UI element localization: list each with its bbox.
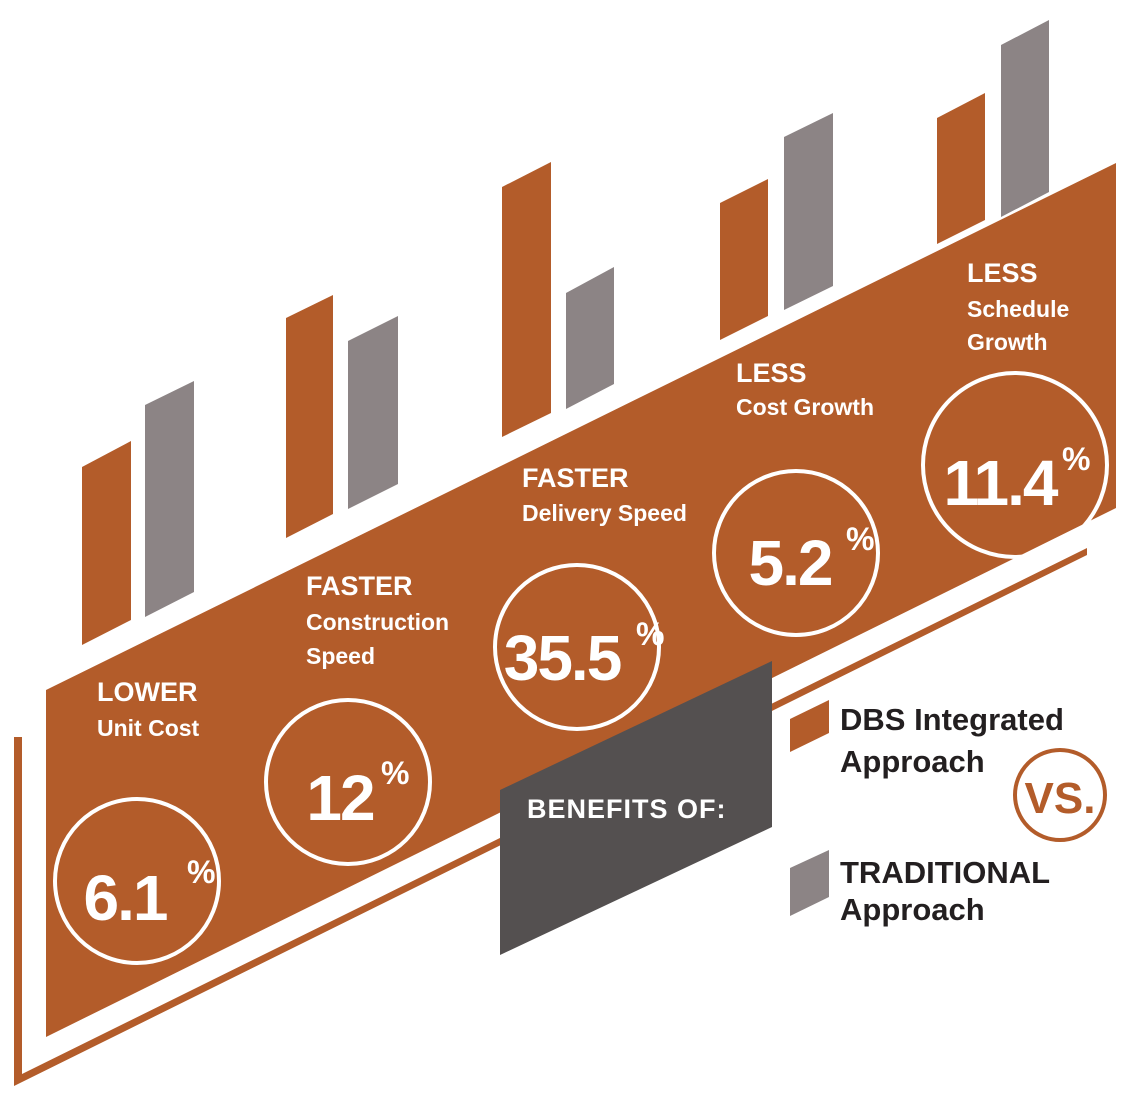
traditional-bar <box>348 316 398 509</box>
benefit-value: 5.2 <box>749 527 832 599</box>
stat-circle <box>921 371 1109 559</box>
dbs-bar <box>82 441 131 645</box>
dbs-bar <box>286 295 333 538</box>
ribbon-text: BENEFITS OF: <box>527 794 727 824</box>
benefits-band <box>46 163 1116 1037</box>
benefit-value: 35.5 <box>504 622 621 694</box>
benefit-label-top: LESS <box>967 258 1038 288</box>
bar-group-schedule-growth <box>937 20 1049 244</box>
benefit-value: 6.1 <box>84 862 167 934</box>
traditional-bar <box>784 113 833 310</box>
legend-traditional-swatch <box>790 850 829 916</box>
stat-circle <box>493 563 661 731</box>
benefit-value: 12 <box>306 762 374 834</box>
benefit-label-sub: Growth <box>967 329 1048 355</box>
traditional-bar <box>566 267 614 409</box>
legend-dbs-label-line1: DBS Integrated <box>840 702 1064 737</box>
stat-circle <box>264 698 432 866</box>
bar-group-unit-cost <box>82 381 194 645</box>
benefit-label-top: FASTER <box>522 463 629 493</box>
benefit-label-sub: Delivery Speed <box>522 500 687 526</box>
percent-sign: % <box>846 521 874 557</box>
percent-sign: % <box>1062 441 1090 477</box>
percent-sign: % <box>187 854 215 890</box>
benefit-label-sub: Schedule <box>967 296 1069 322</box>
circles <box>53 371 1109 965</box>
dbs-bar <box>502 162 551 437</box>
benefits-ribbon <box>500 661 772 955</box>
vs-label: VS. <box>1025 774 1096 823</box>
benefit-label-top: LOWER <box>97 677 198 707</box>
legend-traditional-label-line2: Approach <box>840 892 985 927</box>
legend-traditional-label-line1: TRADITIONAL <box>840 855 1050 890</box>
benefit-value: 11.4 <box>943 447 1058 519</box>
bar-group-cost-growth <box>720 113 833 340</box>
vs-circle <box>1013 748 1107 842</box>
bar-group-construction-speed <box>286 295 398 538</box>
dbs-bar <box>720 179 768 340</box>
stat-circle <box>712 469 880 637</box>
stat-circle <box>53 797 221 965</box>
benefit-label-top: LESS <box>736 358 807 388</box>
benefit-label-sub: Cost Growth <box>736 394 874 420</box>
benefit-label-top: FASTER <box>306 571 413 601</box>
traditional-bar <box>1001 20 1049 217</box>
legend-dbs-swatch <box>790 700 829 752</box>
percent-sign: % <box>381 755 409 791</box>
percent-sign: % <box>636 616 664 652</box>
bar-group-delivery-speed <box>502 162 614 437</box>
traditional-bar <box>145 381 194 617</box>
dbs-bar <box>937 93 985 244</box>
benefit-label-sub: Speed <box>306 643 375 669</box>
benefit-label-sub: Unit Cost <box>97 715 200 741</box>
benefit-label-sub: Construction <box>306 609 449 635</box>
legend-dbs-label-line2: Approach <box>840 744 985 779</box>
